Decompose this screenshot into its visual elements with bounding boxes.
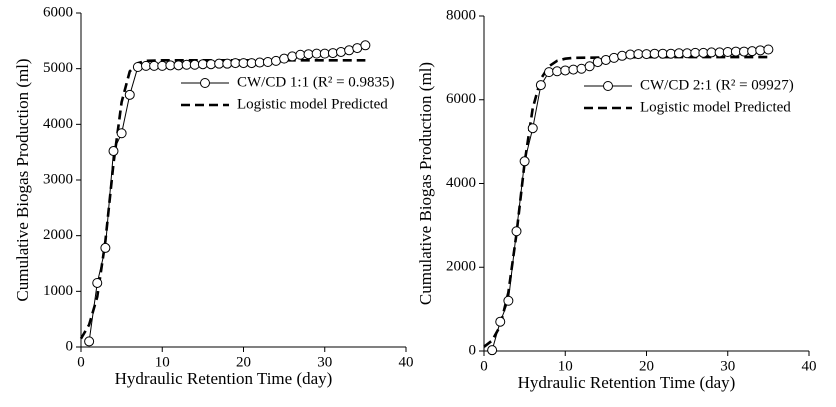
y-tick-label: 4000 <box>446 175 476 191</box>
y-tick-label: 3000 <box>43 171 73 187</box>
data-point <box>157 60 168 71</box>
data-point <box>116 128 127 139</box>
x-tick-label: 40 <box>399 354 414 370</box>
data-point <box>360 40 371 51</box>
data-point <box>319 48 330 59</box>
y-tick-label: 8000 <box>446 7 476 23</box>
x-tick-label: 10 <box>558 358 573 374</box>
y-tick-label: 5000 <box>43 60 73 76</box>
data-point <box>303 49 314 60</box>
data-point <box>92 277 103 288</box>
x-tick-label: 0 <box>480 358 488 374</box>
legend-marker <box>603 81 613 91</box>
data-point <box>609 52 619 63</box>
data-point <box>327 48 338 59</box>
data-point <box>222 58 233 69</box>
data-point <box>747 46 758 57</box>
data-point <box>535 80 546 91</box>
data-point <box>592 57 603 68</box>
data-point <box>568 64 579 75</box>
data-point <box>295 49 306 60</box>
data-point <box>584 61 595 72</box>
legend-label: CW/CD 1:1 (R² = 0.9835) <box>237 74 395 90</box>
y-tick-label: 2000 <box>446 259 476 275</box>
x-tick-label: 20 <box>639 358 654 374</box>
x-axis-label: Hydraulic Retention Time (day) <box>115 369 333 388</box>
data-point <box>279 53 290 64</box>
data-point <box>206 59 216 70</box>
data-point <box>600 54 611 65</box>
data-point <box>100 242 111 253</box>
y-axis-label: Cumulative Biogas Production (ml) <box>13 58 32 301</box>
data-point <box>511 226 522 237</box>
y-tick-label: 2000 <box>43 227 73 243</box>
y-axis-label: Cumulative Biogas Production (ml) <box>416 62 435 305</box>
legend-label: Logistic model Predicted <box>237 96 388 112</box>
legend-marker <box>200 78 210 88</box>
legend-label: Logistic model Predicted <box>640 99 791 115</box>
x-axis-label: Hydraulic Retention Time (day) <box>518 373 736 392</box>
data-point <box>271 55 281 66</box>
x-tick-label: 40 <box>802 358 817 374</box>
x-tick-label: 30 <box>317 354 332 370</box>
data-point <box>552 66 563 77</box>
y-tick-label: 0 <box>66 338 74 354</box>
x-tick-label: 0 <box>77 354 85 370</box>
legend-label: CW/CD 2:1 (R² = 09927) <box>640 77 794 93</box>
data-point <box>344 45 355 56</box>
data-point <box>84 336 95 347</box>
data-point <box>262 56 273 67</box>
data-point <box>527 123 538 134</box>
data-point <box>519 156 530 167</box>
data-point <box>560 65 571 76</box>
data-point <box>755 45 766 56</box>
x-tick-label: 10 <box>155 354 170 370</box>
data-point <box>763 44 774 55</box>
data-point <box>189 59 200 70</box>
data-point <box>254 57 265 68</box>
x-tick-label: 30 <box>720 358 735 374</box>
y-tick-label: 6000 <box>43 4 73 20</box>
data-line <box>491 49 769 351</box>
data-point <box>108 146 119 157</box>
y-tick-label: 4000 <box>43 116 73 132</box>
data-point <box>544 67 554 78</box>
y-tick-label: 1000 <box>43 283 73 299</box>
data-point <box>132 61 143 72</box>
x-tick-label: 20 <box>236 354 251 370</box>
data-point <box>336 46 346 57</box>
data-point <box>495 316 506 327</box>
y-tick-label: 6000 <box>446 91 476 107</box>
data-point <box>173 60 184 71</box>
data-point <box>246 58 257 69</box>
data-point <box>124 89 135 100</box>
data-point <box>503 295 514 306</box>
data-point <box>576 63 587 74</box>
data-point <box>617 50 628 61</box>
data-point <box>487 345 498 356</box>
data-point <box>287 51 298 62</box>
y-tick-label: 0 <box>469 342 477 358</box>
